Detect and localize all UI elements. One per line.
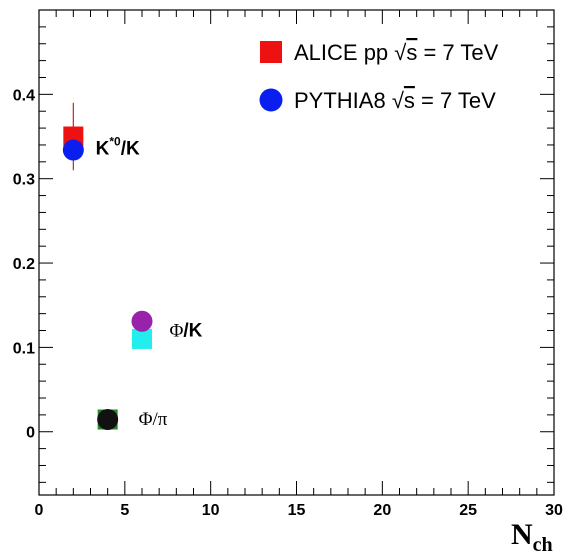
legend-entry: PYTHIA8 √s = 7 TeV (259, 88, 496, 113)
annotation-part: Φ/π (139, 409, 168, 430)
x-axis-title: Nch (511, 518, 553, 554)
y-tick-label: 0.4 (13, 87, 35, 104)
legend-entry: ALICE pp √s = 7 TeV (260, 40, 499, 65)
annotation-part: K (96, 138, 110, 159)
annotation-part: /K (183, 321, 202, 342)
annotation-kstar-k: K*0/K (96, 134, 140, 159)
pythia8-point (62, 139, 84, 161)
x-tick-label: 5 (120, 502, 129, 519)
y-tick-label: 0 (26, 425, 35, 442)
y-tick-label: 0.3 (13, 172, 35, 189)
y-tick-label: 0.1 (13, 340, 35, 357)
annotation-phi-pi: Φ/π (139, 409, 168, 430)
legend-label: PYTHIA8 √s = 7 TeV (294, 88, 496, 113)
x-tick-label: 25 (459, 502, 477, 519)
annotation-part: Φ (169, 321, 183, 342)
pythia8-point (97, 409, 119, 431)
x-tick-label: 10 (202, 502, 220, 519)
pythia8-point (131, 310, 153, 332)
x-tick-label: 0 (35, 502, 44, 519)
legend-label: ALICE pp √s = 7 TeV (294, 40, 499, 65)
x-tick-label: 20 (373, 502, 391, 519)
annotation-phi-k: Φ/K (169, 321, 202, 342)
y-tick-label: 0.2 (13, 256, 35, 273)
annotation-part: /K (121, 138, 140, 159)
annotation-part: *0 (109, 134, 121, 148)
x-tick-label: 15 (288, 502, 306, 519)
legend-square-marker (260, 41, 282, 63)
alice-point (132, 328, 152, 349)
x-tick-label: 30 (545, 502, 563, 519)
legend-circle-marker (259, 88, 283, 112)
